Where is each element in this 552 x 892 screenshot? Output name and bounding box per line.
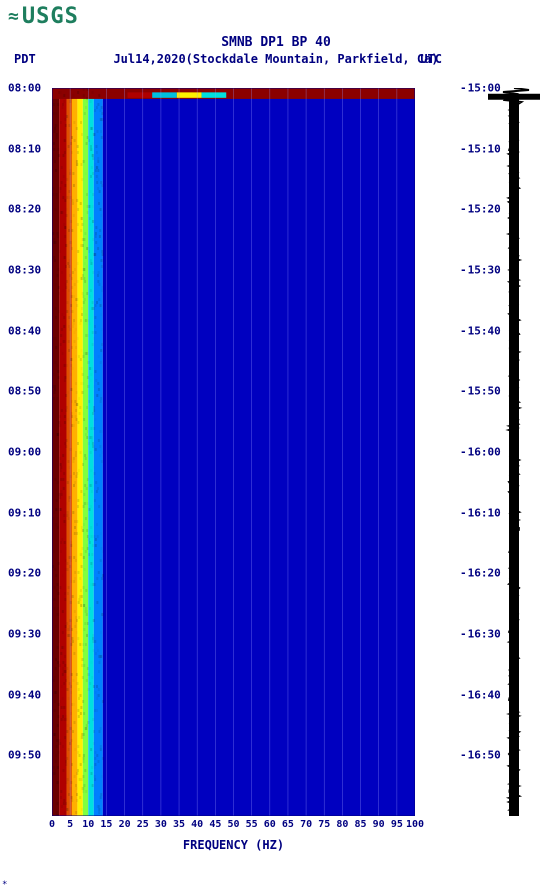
x-tick: 100 <box>406 819 424 830</box>
y-left-tick: 09:10 <box>8 506 41 519</box>
y-left-tick: 08:40 <box>8 324 41 337</box>
usgs-logo: ≈ USGS <box>8 4 79 29</box>
waveform-svg <box>484 88 544 816</box>
x-tick: 35 <box>173 819 185 830</box>
x-tick: 30 <box>155 819 167 830</box>
x-tick: 95 <box>391 819 403 830</box>
x-tick: 60 <box>264 819 276 830</box>
spectrogram-plot <box>52 88 415 816</box>
spectrogram-svg <box>52 88 415 816</box>
x-tick: 10 <box>82 819 94 830</box>
x-tick: 70 <box>300 819 312 830</box>
x-axis-label: FREQUENCY (HZ) <box>52 838 415 852</box>
x-tick: 55 <box>246 819 258 830</box>
chart-title: SMNB DP1 BP 40 <box>0 35 552 50</box>
x-tick: 0 <box>49 819 55 830</box>
chart-subtitle: Jul14,2020(Stockdale Mountain, Parkfield… <box>0 52 552 66</box>
x-tick: 40 <box>191 819 203 830</box>
x-tick: 80 <box>336 819 348 830</box>
x-tick: 15 <box>100 819 112 830</box>
y-left-tick: 08:50 <box>8 385 41 398</box>
y-left-tick: 08:20 <box>8 203 41 216</box>
x-tick: 75 <box>318 819 330 830</box>
tz-right-label: UTC <box>420 52 442 66</box>
y-left-tick: 08:10 <box>8 142 41 155</box>
x-tick: 65 <box>282 819 294 830</box>
x-tick: 20 <box>119 819 131 830</box>
footnote: * <box>2 880 7 890</box>
x-tick: 25 <box>137 819 149 830</box>
x-tick: 90 <box>373 819 385 830</box>
y-left-tick: 08:30 <box>8 264 41 277</box>
y-left-tick: 08:00 <box>8 82 41 95</box>
x-tick: 45 <box>209 819 221 830</box>
y-left-tick: 09:40 <box>8 688 41 701</box>
x-tick: 85 <box>355 819 367 830</box>
x-tick: 50 <box>227 819 239 830</box>
x-tick: 5 <box>67 819 73 830</box>
y-left-tick: 09:30 <box>8 628 41 641</box>
y-left-tick: 09:00 <box>8 446 41 459</box>
wave-icon: ≈ <box>8 6 20 27</box>
y-left-tick: 09:50 <box>8 749 41 762</box>
y-left-tick: 09:20 <box>8 567 41 580</box>
usgs-text: USGS <box>22 4 79 29</box>
waveform-trace <box>484 88 544 816</box>
